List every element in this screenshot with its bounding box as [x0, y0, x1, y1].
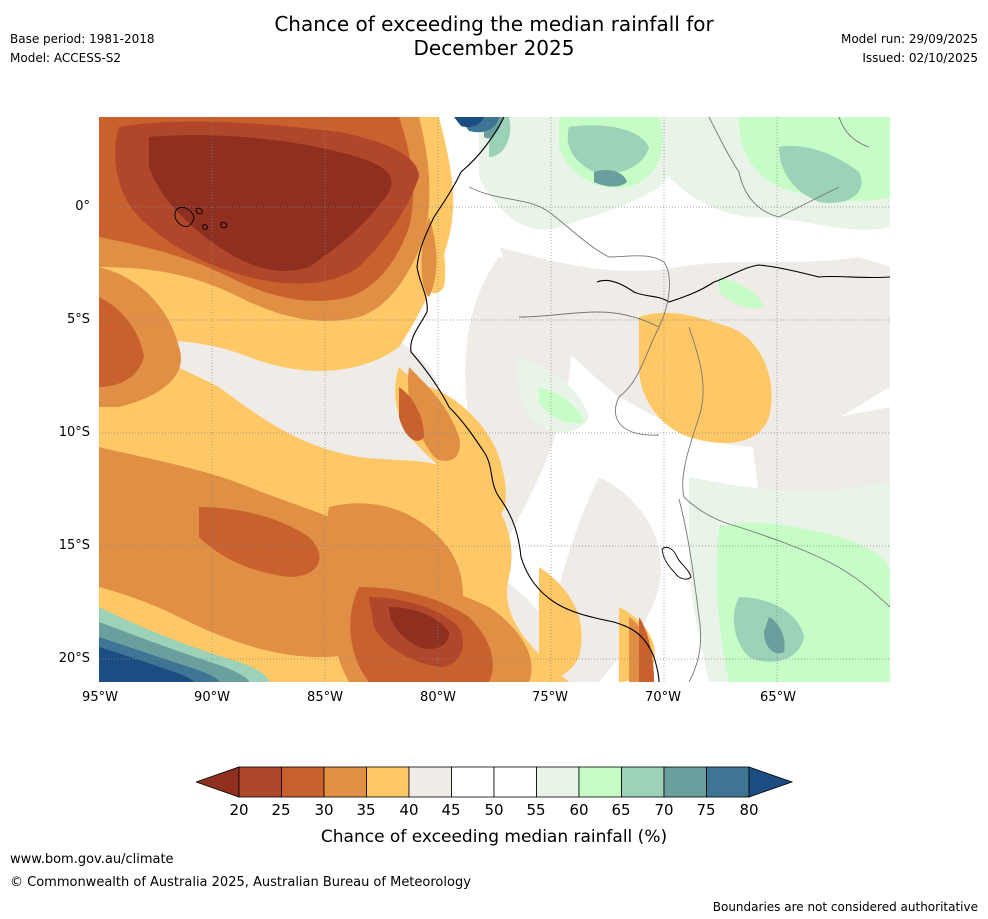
model-run: Model run: 29/09/2025 — [840, 32, 978, 46]
shade-above-80 — [99, 117, 484, 682]
colorbar-extend-above — [748, 766, 794, 798]
colorbar-swatch-30-35 — [323, 766, 367, 798]
colorbar — [196, 766, 794, 798]
lon-label-65w: 65°W — [760, 690, 796, 705]
website-link[interactable]: www.bom.gov.au/climate — [10, 852, 174, 867]
colorbar-swatch-55-60 — [536, 766, 580, 798]
colorbar-tick-65: 65 — [611, 801, 631, 819]
lon-label-95w: 95°W — [82, 690, 118, 705]
colorbar-tick-70: 70 — [654, 801, 674, 819]
colorbar-tick-25: 25 — [271, 801, 291, 819]
colorbar-tick-20: 20 — [229, 801, 249, 819]
issued-date: Issued: 02/10/2025 — [862, 51, 978, 65]
lon-label-90w: 90°W — [194, 690, 230, 705]
colorbar-tick-50: 50 — [484, 801, 504, 819]
colorbar-swatch-50-55 — [493, 766, 537, 798]
galapagos-islands — [174, 206, 228, 230]
country-borders — [468, 117, 890, 682]
colorbar-tick-80: 80 — [739, 801, 759, 819]
colorbar-swatch-20-25 — [238, 766, 282, 798]
map-title: Chance of exceeding the median rainfall … — [0, 12, 988, 60]
boundary-disclaimer: Boundaries are not considered authoritat… — [712, 900, 978, 914]
shade-below-20 — [149, 135, 449, 649]
lon-label-80w: 80°W — [420, 690, 456, 705]
colorbar-swatch-65-70 — [621, 766, 665, 798]
map-gridlines — [99, 117, 890, 682]
lake-titicaca — [661, 546, 692, 580]
colorbar-tick-55: 55 — [526, 801, 546, 819]
colorbar-swatch-40-45 — [408, 766, 452, 798]
lat-label-15s: 15°S — [58, 538, 90, 553]
colorbar-swatch-45-50 — [451, 766, 495, 798]
north-coast — [596, 264, 890, 303]
lon-label-75w: 75°W — [532, 690, 568, 705]
title-line-2: December 2025 — [413, 36, 575, 60]
lat-label-5s: 5°S — [66, 312, 90, 327]
lat-label-0: 0° — [75, 199, 90, 214]
colorbar-swatch-70-75 — [663, 766, 707, 798]
colorbar-tick-40: 40 — [399, 801, 419, 819]
colorbar-label: Chance of exceeding median rainfall (%) — [320, 827, 668, 847]
colorbar-extend-below — [196, 766, 240, 798]
lon-label-85w: 85°W — [307, 690, 343, 705]
colorbar-swatch-35-40 — [366, 766, 410, 798]
colorbar-tick-35: 35 — [356, 801, 376, 819]
lat-label-20s: 20°S — [58, 651, 90, 666]
model-name: Model: ACCESS-S2 — [10, 51, 122, 65]
lat-label-10s: 10°S — [58, 425, 90, 440]
base-period: Base period: 1981-2018 — [10, 32, 155, 46]
colorbar-swatch-75-80 — [706, 766, 750, 798]
colorbar-tick-60: 60 — [569, 801, 589, 819]
lon-label-70w: 70°W — [645, 690, 681, 705]
colorbar-tick-30: 30 — [314, 801, 334, 819]
colorbar-swatch-25-30 — [281, 766, 325, 798]
colorbar-tick-75: 75 — [696, 801, 716, 819]
copyright-notice: © Commonwealth of Australia 2025, Austra… — [10, 875, 471, 890]
colorbar-tick-45: 45 — [441, 801, 461, 819]
colorbar-swatch-60-65 — [578, 766, 622, 798]
rainfall-map — [99, 117, 890, 682]
title-line-1: Chance of exceeding the median rainfall … — [274, 12, 714, 36]
coastline — [410, 117, 660, 682]
rainfall-map-svg — [99, 117, 890, 682]
